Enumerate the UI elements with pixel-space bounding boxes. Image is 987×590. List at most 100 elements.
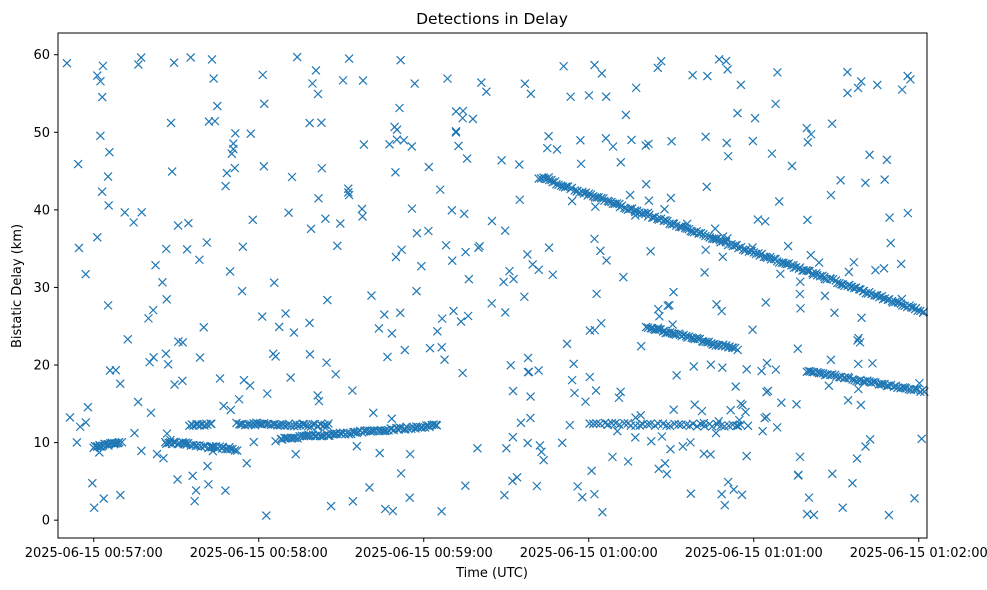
data-point — [772, 67, 782, 77]
data-point — [144, 313, 153, 323]
data-point — [306, 224, 316, 234]
data-point — [534, 265, 544, 275]
data-point — [662, 469, 672, 479]
data-point — [508, 386, 518, 396]
data-point — [105, 147, 114, 157]
data-point — [343, 187, 353, 197]
data-point — [653, 323, 663, 333]
data-point — [226, 405, 236, 415]
data-point — [476, 78, 486, 88]
data-point — [827, 469, 837, 479]
x-axis-label: Time (UTC) — [455, 566, 528, 581]
data-point — [919, 307, 929, 317]
data-point — [723, 477, 733, 487]
data-point — [314, 396, 324, 406]
data-point — [802, 266, 811, 275]
data-point — [463, 311, 473, 321]
data-point — [365, 482, 374, 492]
data-point — [596, 318, 606, 328]
data-point — [184, 421, 194, 431]
data-point — [714, 54, 724, 64]
data-point — [75, 422, 85, 432]
data-point — [449, 306, 458, 316]
data-point — [359, 140, 369, 149]
data-point — [92, 71, 102, 80]
data-point — [614, 420, 624, 430]
data-point — [447, 205, 457, 215]
data-point — [291, 449, 301, 459]
data-point — [722, 233, 732, 243]
data-point — [506, 360, 516, 370]
data-point — [335, 219, 345, 229]
data-point — [588, 419, 598, 429]
data-point — [219, 401, 229, 411]
data-point — [462, 154, 472, 164]
data-point — [723, 151, 733, 161]
data-point — [608, 452, 617, 462]
data-point — [917, 434, 927, 444]
data-point — [321, 214, 330, 224]
data-points — [62, 52, 929, 520]
data-point — [447, 256, 457, 266]
data-point — [332, 241, 342, 251]
data-point — [194, 255, 204, 265]
data-point — [665, 219, 675, 229]
data-point — [774, 197, 784, 206]
data-point — [686, 489, 696, 499]
data-point — [72, 438, 82, 447]
data-point — [667, 136, 676, 146]
data-point — [87, 478, 97, 488]
data-point — [161, 349, 171, 359]
data-point — [603, 420, 613, 429]
data-point — [326, 501, 336, 511]
data-point — [720, 500, 730, 510]
data-point — [616, 157, 626, 167]
data-point — [432, 326, 442, 336]
data-point — [314, 193, 323, 203]
y-tick-label: 10 — [33, 436, 50, 451]
data-point — [177, 376, 187, 386]
data-point — [653, 324, 662, 334]
data-point — [688, 419, 698, 429]
data-point — [526, 413, 535, 423]
data-point — [410, 79, 420, 88]
data-point — [289, 328, 299, 338]
data-point — [115, 490, 125, 500]
data-point — [665, 421, 675, 431]
data-point — [396, 55, 406, 65]
data-point — [870, 291, 879, 300]
data-point — [795, 452, 805, 462]
data-point — [519, 292, 529, 302]
data-point — [437, 506, 447, 516]
data-point — [173, 474, 182, 484]
data-point — [767, 149, 777, 159]
data-point — [901, 383, 911, 393]
data-point — [397, 245, 407, 255]
data-point — [473, 443, 482, 453]
data-point — [738, 400, 747, 410]
data-point — [258, 70, 268, 80]
data-point — [700, 421, 710, 431]
data-point — [738, 245, 748, 255]
data-point — [693, 334, 703, 344]
data-point — [368, 408, 378, 418]
data-point — [350, 427, 360, 437]
data-point — [405, 493, 415, 503]
data-point — [225, 266, 235, 276]
data-point — [704, 337, 714, 347]
data-point — [872, 80, 882, 90]
data-point — [451, 126, 461, 136]
data-point — [412, 228, 422, 238]
data-point — [286, 373, 296, 383]
data-point — [791, 262, 801, 272]
data-point — [497, 155, 507, 165]
data-point — [269, 278, 279, 288]
data-point — [643, 208, 653, 218]
data-point — [585, 326, 595, 335]
data-point — [614, 393, 624, 403]
data-point — [552, 144, 562, 154]
data-point — [429, 420, 439, 430]
data-point — [701, 132, 711, 142]
data-point — [758, 426, 768, 436]
data-point — [734, 243, 743, 253]
